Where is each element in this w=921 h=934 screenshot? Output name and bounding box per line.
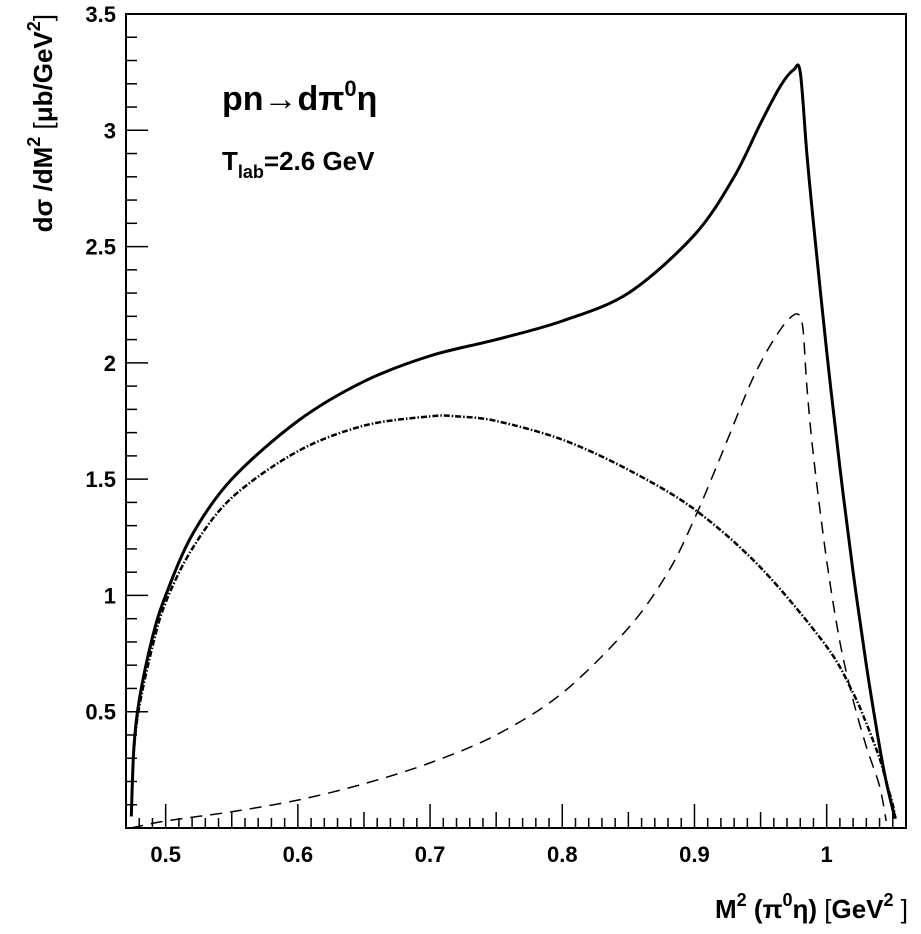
x-tick-label: 0.9 (679, 842, 710, 867)
x-tick-label: 0.6 (283, 842, 314, 867)
x-axis-title: M2 (π0η) [GeV2 ] (715, 890, 908, 924)
energy-annotation: Tlab=2.6 GeV (222, 146, 375, 182)
series-line-dashed (131, 313, 887, 829)
y-tick-label: 3.5 (85, 2, 116, 27)
series-layer (129, 63, 897, 829)
y-axis-title: dσ /dM2 [μb/GeV2] (24, 14, 58, 232)
y-tick-label: 2.5 (85, 235, 116, 260)
x-tick-label: 1 (821, 842, 833, 867)
series-line-solid (129, 63, 897, 820)
y-tick-label: 1 (104, 583, 116, 608)
reaction-annotation: pn→dπ0η (222, 76, 377, 118)
y-tick-label: 0.5 (85, 700, 116, 725)
y-tick-label: 2 (104, 351, 116, 376)
y-tick-label: 3 (104, 118, 116, 143)
plot-frame (125, 13, 907, 829)
x-tick-label: 0.7 (415, 842, 446, 867)
x-tick-label: 0.5 (150, 842, 181, 867)
x-axis-ticks: 0.5 0.6 0.7 0.8 0.9 1 (138, 804, 907, 867)
series-line-dash-dot (130, 414, 897, 819)
y-tick-label: 1.5 (85, 467, 116, 492)
x-tick-label: 0.8 (547, 842, 578, 867)
y-axis-ticks: 0.5 1 1.5 2 2.5 3 3.5 (85, 2, 148, 829)
